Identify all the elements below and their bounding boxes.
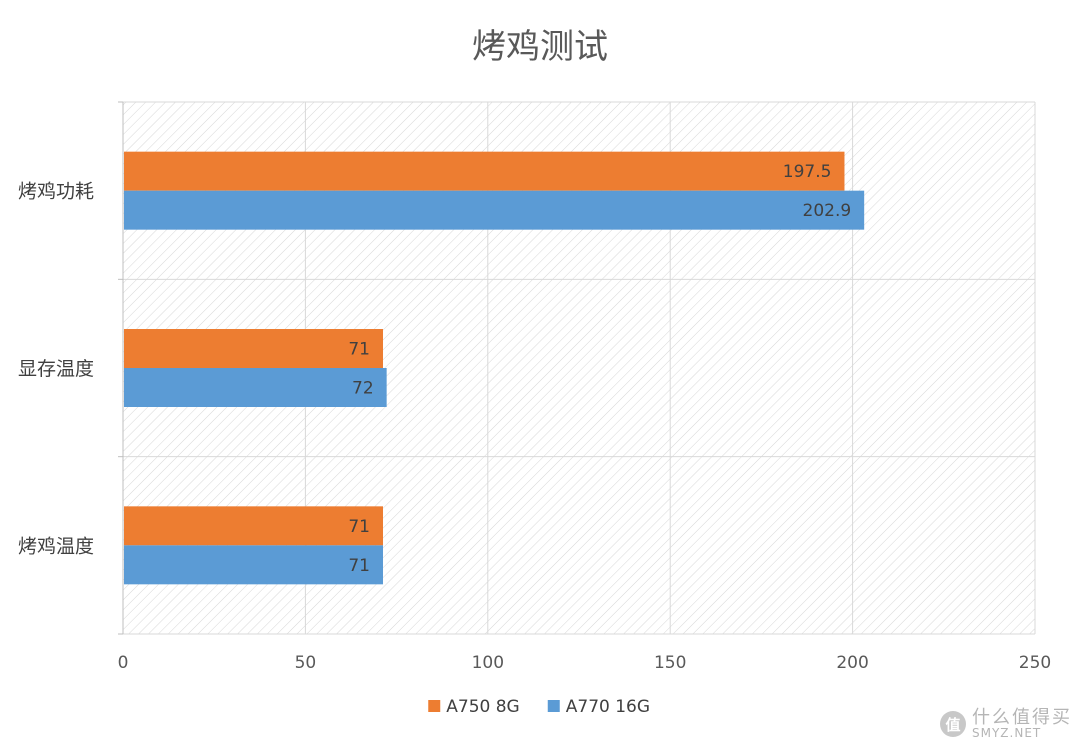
bar-a750-1 (124, 329, 384, 368)
x-tick-label: 250 (1019, 653, 1051, 673)
data-label: 197.5 (783, 162, 832, 182)
watermark: 值 什么值得买 SMYZ.NET (940, 706, 1072, 741)
chart-title: 烤鸡测试 (472, 27, 608, 67)
x-tick-label: 50 (295, 653, 317, 673)
bar-a750-0 (124, 151, 845, 191)
x-tick-label: 100 (472, 653, 504, 673)
data-labels: 197.5 202.9 71 72 71 71 (348, 162, 851, 576)
x-tick-label: 150 (654, 653, 686, 673)
bars (124, 151, 865, 585)
x-tick-label: 200 (836, 653, 868, 673)
data-label: 72 (352, 379, 374, 399)
watermark-domain: SMYZ.NET (972, 726, 1042, 741)
data-label: 71 (348, 340, 370, 360)
bar-a770-2 (124, 545, 384, 585)
data-label: 202.9 (803, 201, 852, 221)
legend-swatch-0 (428, 700, 441, 712)
data-label: 71 (348, 556, 370, 576)
bar-a770-0 (124, 190, 865, 230)
bar-a750-2 (124, 506, 384, 546)
y-category-label: 烤鸡功耗 (18, 181, 94, 203)
data-label: 71 (348, 517, 370, 537)
legend-swatch-1 (547, 700, 560, 712)
y-category-label: 显存温度 (18, 358, 94, 380)
x-tick-label: 0 (118, 653, 129, 673)
legend-label-1: A770 16G (566, 697, 650, 717)
y-category-label: 烤鸡温度 (18, 535, 94, 557)
watermark-logo-icon: 值 (940, 711, 966, 738)
watermark-text: 什么值得买 (972, 706, 1072, 728)
legend-label-0: A750 8G (446, 697, 519, 717)
bar-a770-1 (124, 368, 387, 407)
legend: A750 8G A770 16G (428, 697, 650, 717)
